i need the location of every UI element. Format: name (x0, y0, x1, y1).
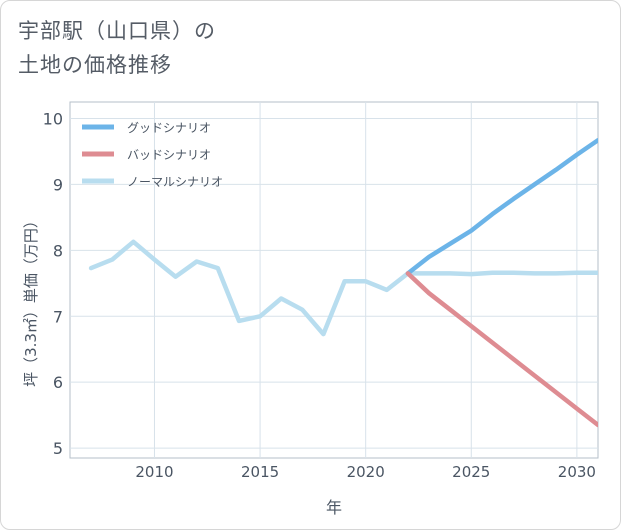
legend-label-bad[interactable]: バッドシナリオ (127, 148, 211, 162)
x-tick-label: 2025 (452, 463, 490, 481)
axis-ticks: 2010 2015 2020 2025 2030 5 6 7 8 9 10 (43, 109, 596, 481)
chart-title-line2: 土地の価格推移 (18, 53, 172, 77)
series-line-normal (88, 239, 598, 337)
series-line-good (405, 137, 598, 276)
legend-label-good[interactable]: グッドシナリオ (127, 121, 211, 135)
y-tick-label: 6 (53, 373, 63, 392)
y-axis-label: 坪（3.3㎡）単価（万円） (22, 213, 40, 387)
y-tick-label: 5 (53, 439, 63, 458)
y-tick-label: 9 (53, 175, 63, 194)
x-tick-label: 2030 (558, 463, 596, 481)
x-axis-label: 年 (326, 498, 342, 517)
x-tick-label: 2010 (135, 463, 173, 481)
series-layer (88, 137, 598, 428)
grid-lines (70, 102, 598, 458)
legend-label-normal[interactable]: ノーマルシナリオ (127, 175, 223, 189)
x-tick-label: 2020 (347, 463, 385, 481)
y-tick-label: 10 (43, 109, 63, 128)
series-line-bad (405, 271, 598, 428)
x-tick-label: 2015 (241, 463, 279, 481)
chart-title: 宇部駅（山口県）の 土地の価格推移 (18, 14, 216, 82)
y-tick-label: 7 (53, 307, 63, 326)
chart-title-line1: 宇部駅（山口県）の (18, 19, 216, 43)
plot-area (69, 101, 599, 459)
y-tick-label: 8 (53, 241, 63, 260)
